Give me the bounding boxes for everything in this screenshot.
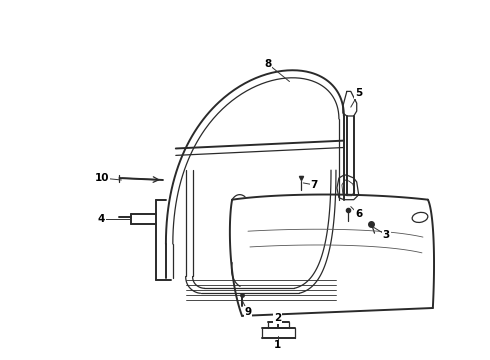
- Text: 4: 4: [98, 215, 105, 224]
- Text: 5: 5: [355, 88, 362, 98]
- Text: 6: 6: [355, 210, 362, 220]
- Text: 8: 8: [264, 59, 271, 69]
- Text: 3: 3: [383, 230, 390, 240]
- Text: 7: 7: [311, 180, 318, 190]
- Text: 9: 9: [245, 307, 251, 317]
- Text: 10: 10: [95, 173, 109, 183]
- Text: 2: 2: [274, 313, 281, 323]
- Text: 1: 1: [274, 341, 281, 350]
